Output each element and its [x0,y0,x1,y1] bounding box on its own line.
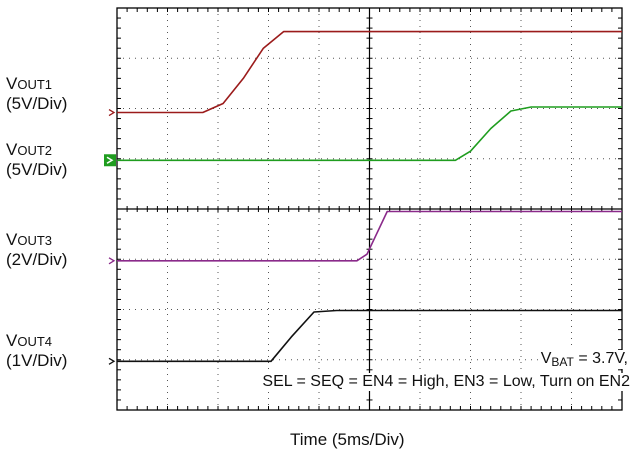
vout4-sub: OUT4 [17,334,53,349]
vbat-sub: BAT [551,355,574,369]
vout1-sub: OUT1 [17,77,53,92]
grid-layer [116,7,623,411]
vout1-prefix: V [6,74,18,93]
x-axis-label: Time (5ms/Div) [290,430,405,449]
vout4-scale: (1V/Div) [6,351,68,370]
vout1-scale: (5V/Div) [6,94,68,113]
vout3-prefix: V [6,230,18,249]
trace-layer [117,30,622,363]
vout2-prefix: V [6,140,18,159]
channel-marker-vout3 [108,257,116,265]
vout4-prefix: V [6,331,18,350]
trace-vout3 [117,210,622,262]
trace-vout1 [117,30,622,114]
channel-marker-vout1 [108,108,116,117]
vbat-prefix: V [540,350,552,367]
channel-label-vout3: VOUT3 (2V/Div) [6,230,67,269]
vout3-sub: OUT3 [17,233,53,248]
channel-label-vout4: VOUT4 (1V/Div) [6,331,67,370]
vout2-scale: (5V/Div) [6,160,68,179]
vout3-scale: (2V/Div) [6,250,68,269]
vbat-annotation: VBAT = 3.7V, [540,350,628,369]
channel-marker-box-vout2 [104,154,116,167]
channel-markers [104,108,116,365]
trace-vout2 [117,106,622,162]
channel-label-vout2: VOUT2 (5V/Div) [6,140,67,179]
channel-marker-arrow-vout2 [106,156,114,164]
channel-label-vout1: VOUT1 (5V/Div) [6,74,67,113]
trace-vout4 [117,309,622,363]
vbat-value: = 3.7V, [573,350,628,367]
condition-annotation: SEL = SEQ = EN4 = High, EN3 = Low, Turn … [262,373,630,391]
vout2-sub: OUT2 [17,143,53,158]
channel-marker-vout4 [108,357,116,365]
